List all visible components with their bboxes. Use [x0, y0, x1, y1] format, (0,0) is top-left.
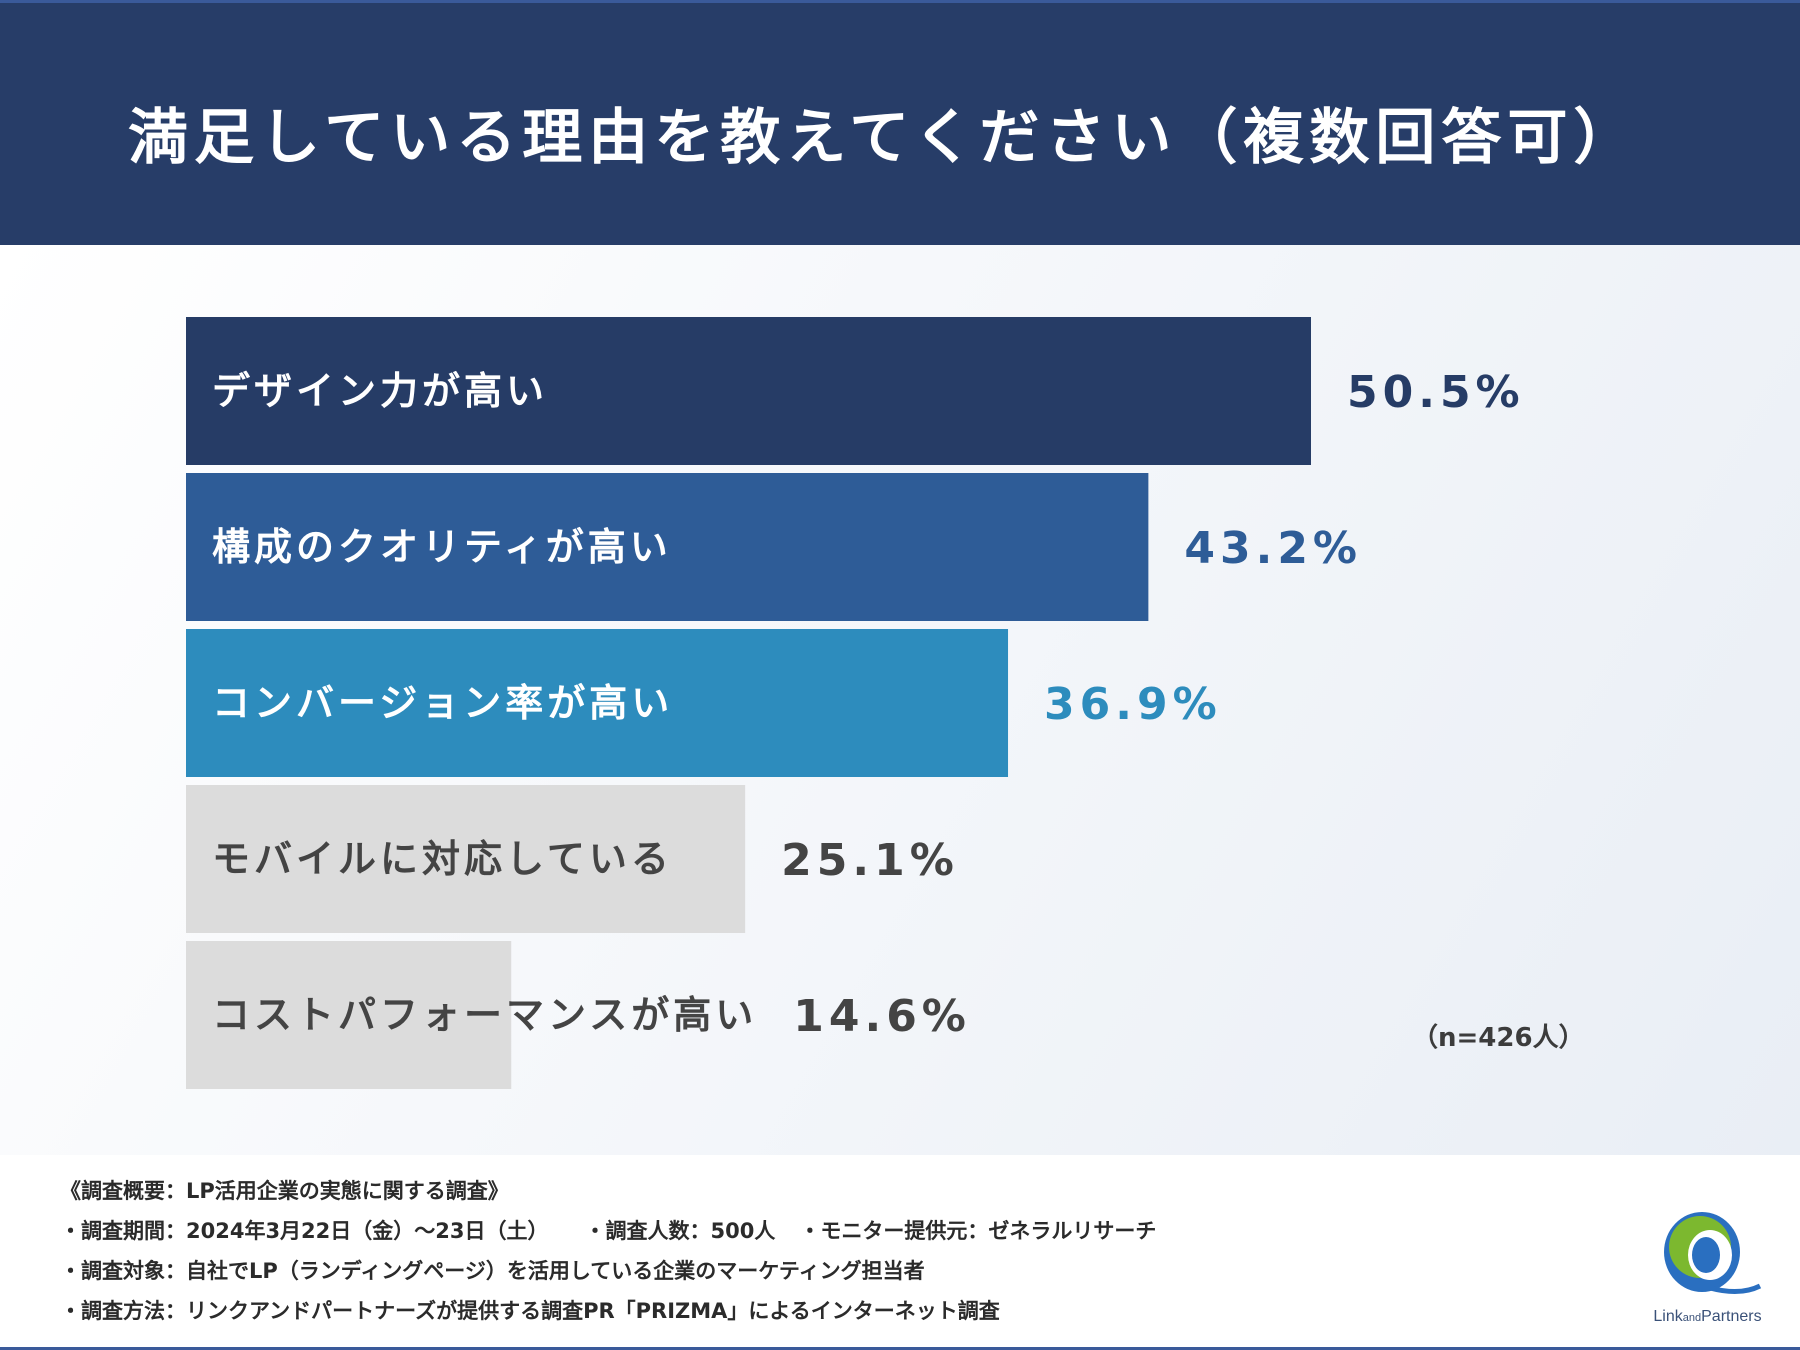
sample-size-note: （n=426人） — [1412, 1023, 1585, 1053]
bar-value-1: 43.2% — [1184, 523, 1362, 574]
survey-summary: 《調査概要：LP活用企業の実態に関する調査》 — [60, 1179, 509, 1203]
survey-method: ・調査方法：リンクアンドパートナーズが提供する調査PR「PRIZMA」によるイン… — [60, 1299, 1000, 1323]
bar-value-3: 25.1% — [781, 835, 959, 886]
bar-value-2: 36.9% — [1044, 679, 1222, 730]
bar-label-3: モバイルに対応している — [212, 837, 673, 881]
chart-title: 満足している理由を教えてください（複数回答可） — [128, 103, 1640, 173]
bar-value-4: 14.6% — [793, 991, 971, 1042]
survey-period-line: ・調査期間：2024年3月22日（金）〜23日（土） ・調査人数：500人 ・モニタ… — [60, 1215, 1156, 1245]
bar-1 — [186, 473, 1149, 621]
logo-mark-icon — [1664, 1212, 1762, 1294]
bar-value-0: 50.5% — [1347, 367, 1525, 418]
bar-label-4: コストパフォーマンスが高い — [212, 993, 757, 1037]
bar-label-2: コンバージョン率が高い — [212, 681, 673, 725]
link-and-partners-logo: LinkandPartners — [1640, 1200, 1775, 1340]
chart-area: デザイン力が高い 50.5% 構成のクオリティが高い 43.2% コンバージョン率が高い… — [0, 245, 1800, 1155]
logo-text: LinkandPartners — [1653, 1308, 1762, 1325]
bar-label-1: 構成のクオリティが高い — [212, 525, 672, 569]
bar-label-0: デザイン力が高い — [212, 369, 548, 413]
survey-footer: 《調査概要：LP活用企業の実態に関する調査》 ・調査期間：2024年3月22日（… — [0, 1155, 1800, 1350]
header-banner: 満足している理由を教えてください（複数回答可） — [0, 0, 1800, 245]
survey-period: ・調査期間：2024年3月22日（金）〜23日（土） — [60, 1219, 549, 1243]
bar-0 — [186, 317, 1311, 465]
survey-monitor: ・モニター提供元：ゼネラルリサーチ — [799, 1219, 1157, 1243]
bar-3 — [186, 785, 746, 933]
survey-respondents: ・調査人数：500人 — [584, 1219, 776, 1243]
bar-2 — [186, 629, 1009, 777]
bar-4 — [186, 941, 512, 1089]
bar-chart: デザイン力が高い 50.5% 構成のクオリティが高い 43.2% コンバージョン率が高い… — [186, 317, 1525, 1089]
survey-target: ・調査対象：自社でLP（ランディングページ）を活用している企業のマーケティング担… — [60, 1259, 925, 1283]
